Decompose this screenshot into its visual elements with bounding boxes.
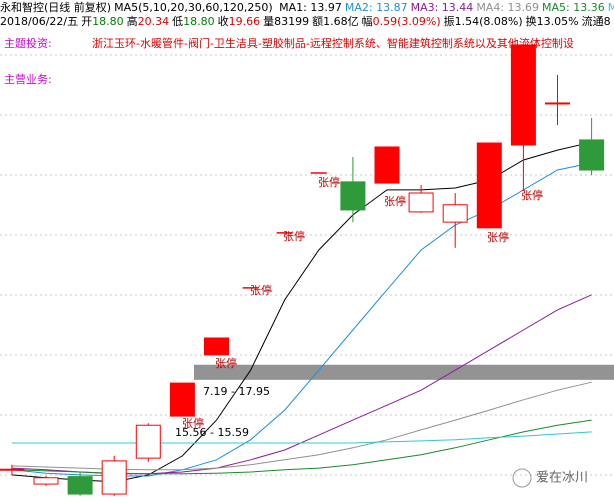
limit-up-label: 张停 (318, 175, 340, 189)
legend-entry: MA5: 13.36 (542, 1, 605, 14)
quote-item: 低 (172, 15, 184, 28)
indicator-row: 永和智控(日线 前复权) MA5(5,10,20,30,60,120,250) M… (0, 1, 614, 15)
candle (408, 184, 434, 213)
zone-label: 15.56 - 15.59 (175, 426, 249, 439)
legend-entry: MA2: 13.87 (344, 1, 408, 14)
quote-item: 20.34 (137, 15, 170, 28)
quote-row: 2018/06/22/五 开18.80 高20.34 低18.80 收19.66 量831… (0, 15, 614, 29)
legend-entry: MA3: 13.44 (410, 1, 474, 14)
candle-body (169, 382, 195, 417)
candle (545, 75, 570, 126)
candle (442, 193, 468, 248)
candle-body (0, 468, 25, 471)
limit-up-label: 张停 (215, 356, 237, 370)
candle (101, 455, 127, 496)
zone-label: 7.19 - 17.95 (203, 385, 270, 398)
quote-item: 流通8 (581, 15, 611, 28)
candle-body (545, 102, 570, 105)
watermark-icon (512, 468, 532, 488)
limit-up-label: 张停 (521, 188, 543, 202)
ma-line (11, 294, 592, 475)
ma-line (11, 162, 592, 477)
limit-up-label: 张停 (487, 230, 509, 244)
limit-up-label: 张停 (182, 416, 204, 430)
candle-body (579, 139, 605, 171)
quote-item: 换13.05% (525, 15, 579, 28)
quote-item: 开 (81, 15, 93, 28)
candle (340, 157, 366, 223)
quote-item: 振1.54(8.08%) (443, 15, 523, 28)
candle (579, 118, 605, 176)
quote-item: 18.80 (92, 15, 124, 28)
legend-entry: MA1: 13.97 (279, 1, 342, 14)
quote-item: 高 (126, 15, 138, 28)
candle (33, 476, 59, 486)
limit-up-labels: 张停 张停 张停 张停 张停 张停 张停 张停 (182, 175, 543, 430)
quote-item: 18.80 (183, 15, 215, 28)
candle (204, 337, 229, 356)
ma-line (11, 431, 592, 444)
quote-item: 量83199 (263, 15, 310, 28)
indicator: MA5(5,10,20,30,60,120,250) (114, 1, 273, 14)
candle-body (442, 204, 468, 223)
legend-entry: MA6: (607, 1, 614, 14)
limit-up-label: 张停 (283, 229, 305, 243)
plot (0, 44, 614, 496)
quote-item: 0.59(3.09%) (372, 15, 441, 28)
legend-entry: MA4: 13.69 (476, 1, 540, 14)
candle (510, 44, 536, 190)
ma-line (11, 419, 592, 475)
ma-line (11, 141, 592, 483)
business-label: 主营业务: (4, 72, 52, 86)
candle-body (135, 424, 161, 459)
price-band (194, 364, 614, 380)
limit-up-label: 张停 (384, 194, 406, 208)
quote-item: 幅 (361, 15, 373, 28)
theme-text: 浙江玉环-水暖管件-阀门-卫生洁具-塑胶制品-远程控制系统、智能建筑控制系统以及… (92, 36, 574, 50)
candle-body (408, 192, 434, 213)
candle-body (33, 477, 59, 485)
quote-item: 收 (217, 15, 229, 28)
quote-item: 19.66 (228, 15, 261, 28)
candle-body (67, 476, 93, 495)
quote-item: 额1.68亿 (312, 15, 359, 28)
quote-item: 2018/06/22/五 (0, 15, 79, 28)
candle-body (374, 146, 400, 184)
limit-up-label: 张停 (250, 283, 272, 297)
candle (67, 472, 93, 496)
stock-title: 永和智控(日线 前复权) (0, 1, 112, 14)
candle (374, 146, 400, 184)
candle-body (204, 337, 229, 356)
ma-line (11, 381, 592, 471)
candle (135, 423, 161, 462)
watermark: 爱在冰川 (512, 468, 588, 488)
candle (169, 382, 195, 417)
candle-body (510, 44, 536, 146)
theme-label: 主题投资: (4, 36, 52, 50)
candle (0, 464, 25, 475)
candle (476, 142, 502, 229)
candle-body (340, 181, 366, 211)
candle-body (101, 460, 127, 495)
watermark-text: 爱在冰川 (536, 471, 588, 486)
candle-body (476, 142, 502, 229)
